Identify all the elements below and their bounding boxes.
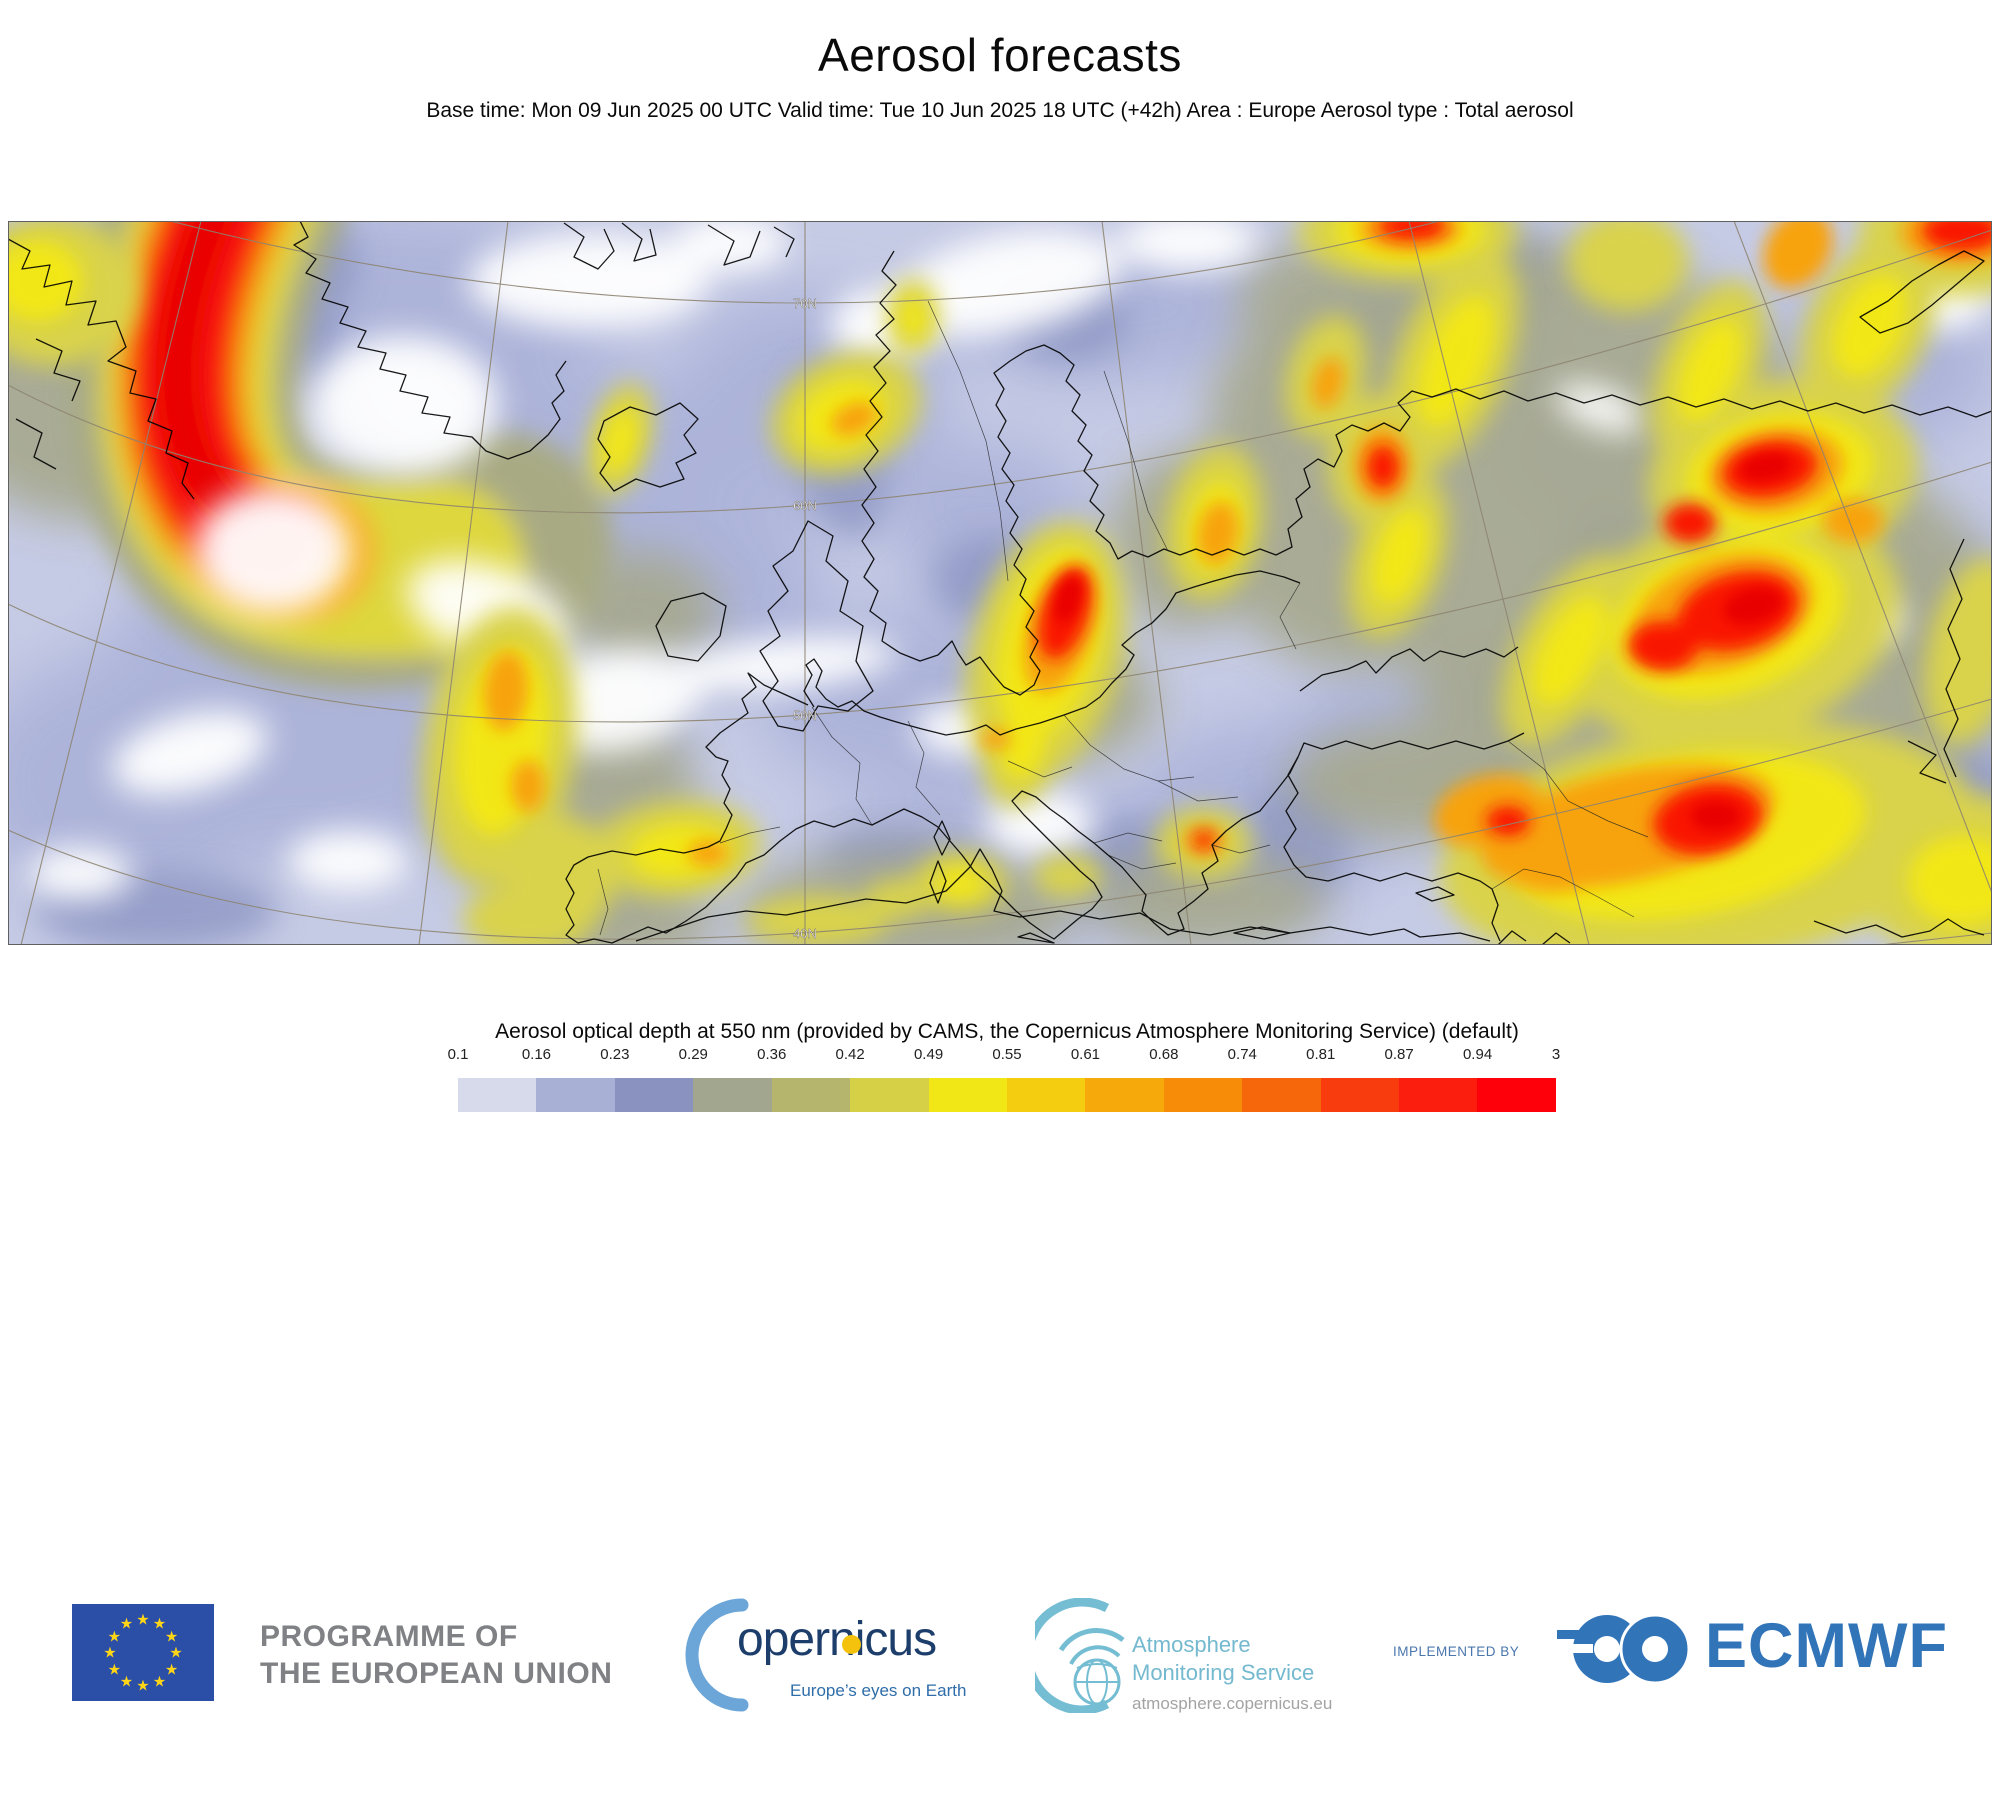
legend-color-cell xyxy=(1163,1078,1243,1112)
legend-color-cell xyxy=(693,1078,772,1112)
ecmwf-wordmark: ECMWF xyxy=(1705,1611,1948,1681)
grid-label-50n: 50N xyxy=(793,708,817,723)
ams-globe-icon xyxy=(1035,1598,1125,1713)
grid-label-40n: 40N xyxy=(793,926,817,941)
eu-flag-star-icon: ★ xyxy=(119,1673,134,1691)
eu-flag-star-icon: ★ xyxy=(136,1611,150,1629)
legend-tick-labels: 0.1 0.16 0.23 0.29 0.36 0.42 0.49 0.55 0.61 0.68 0… xyxy=(448,1046,1561,1066)
eu-flag-star-icon: ★ xyxy=(152,1615,167,1633)
ecmwf-logo: ECMWF xyxy=(1555,1608,1975,1698)
copernicus-crescent-icon xyxy=(685,1598,749,1712)
graticule xyxy=(8,221,1992,945)
legend-tick-label: 0.36 xyxy=(757,1046,787,1063)
legend-color-cell xyxy=(536,1078,615,1112)
legend-tick-label: 0.81 xyxy=(1306,1046,1336,1063)
legend-color-cell xyxy=(1320,1078,1400,1112)
legend-color-cell xyxy=(1085,1078,1164,1112)
coastlines xyxy=(8,221,1992,945)
copernicus-tagline: Europe’s eyes on Earth xyxy=(790,1681,967,1700)
eu-flag-star-icon: ★ xyxy=(136,1677,150,1695)
legend-tick-label: 0.23 xyxy=(600,1046,630,1063)
implemented-by-label: IMPLEMENTED BY xyxy=(1393,1644,1520,1659)
atmosphere-monitoring-service-logo: Atmosphere Monitoring Service atmosphere… xyxy=(1035,1598,1365,1718)
eu-programme-line2: THE EUROPEAN UNION xyxy=(260,1657,613,1690)
ams-url: atmosphere.copernicus.eu xyxy=(1132,1694,1333,1713)
legend-tick-label: 0.55 xyxy=(992,1046,1022,1063)
legend-tick-label: 0.61 xyxy=(1070,1046,1101,1063)
legend-color-cell xyxy=(1399,1078,1478,1112)
legend-title: Aerosol optical depth at 550 nm (provide… xyxy=(495,1020,1519,1043)
legend-tick-label: 0.1 xyxy=(447,1046,469,1063)
eu-flag-logo: ★ ★ ★ ★ ★ ★ ★ ★ ★ ★ ★ ★ xyxy=(72,1604,214,1701)
legend-tick-label: 3 xyxy=(1551,1046,1561,1063)
aod-field-core-red xyxy=(1054,452,1792,831)
ams-line2: Monitoring Service xyxy=(1132,1660,1315,1685)
legend-color-cell xyxy=(928,1078,1007,1112)
legend-tick-label: 0.29 xyxy=(678,1046,708,1063)
legend-color-cell xyxy=(1242,1078,1321,1112)
grid-label-60n: 60N xyxy=(793,498,817,513)
eu-programme-line1: PROGRAMME OF xyxy=(260,1620,518,1653)
legend-tick-label: 0.87 xyxy=(1384,1046,1414,1063)
legend-colorbar xyxy=(458,1078,1556,1112)
legend-tick-label: 0.74 xyxy=(1227,1046,1257,1063)
map-frame xyxy=(8,221,1992,945)
page-title: Aerosol forecasts xyxy=(818,29,1182,81)
eu-flag-star-icon: ★ xyxy=(152,1673,167,1691)
copernicus-wordmark: opernicus xyxy=(737,1613,937,1666)
forecast-metadata: Base time: Mon 09 Jun 2025 00 UTC Valid … xyxy=(426,99,1574,122)
graticule-labels: 70N 60N 50N 40N xyxy=(793,296,817,941)
copernicus-logo: opernicus Europe’s eyes on Earth xyxy=(680,1595,970,1715)
aerosol-map-svg: 70N 60N 50N 40N xyxy=(8,221,1992,945)
legend-tick-label: 0.49 xyxy=(913,1046,944,1063)
eu-flag-star-icon: ★ xyxy=(119,1615,134,1633)
legend-color-cell xyxy=(1006,1078,1086,1112)
legend-color-cell xyxy=(771,1078,851,1112)
eu-programme-text: PROGRAMME OF THE EUROPEAN UNION xyxy=(260,1618,612,1692)
copernicus-yellow-dot-icon xyxy=(842,1635,861,1654)
forecast-map: 70N 60N 50N 40N xyxy=(8,221,1992,945)
legend-color-cell xyxy=(458,1078,537,1112)
legend-color-cell xyxy=(1477,1078,1556,1112)
legend-color-cell xyxy=(850,1078,929,1112)
legend-color-cell xyxy=(614,1078,694,1112)
eu-flag-star-icon: ★ xyxy=(169,1644,183,1662)
eu-flag-star-icon: ★ xyxy=(164,1628,179,1645)
eu-flag-star-icon: ★ xyxy=(107,1628,122,1645)
eu-flag-star-icon: ★ xyxy=(103,1644,117,1662)
ecmwf-rings-icon xyxy=(1555,1613,1691,1685)
country-borders xyxy=(597,300,1649,936)
eu-flag-star-icon: ★ xyxy=(107,1661,122,1678)
grid-label-70n: 70N xyxy=(793,296,817,311)
legend-tick-label: 0.16 xyxy=(521,1046,552,1063)
legend-tick-label: 0.42 xyxy=(835,1046,865,1063)
eu-flag-star-icon: ★ xyxy=(164,1661,179,1678)
legend-tick-label: 0.68 xyxy=(1149,1046,1179,1063)
ams-line1: Atmosphere xyxy=(1132,1632,1251,1657)
legend-tick-label: 0.94 xyxy=(1462,1046,1493,1063)
